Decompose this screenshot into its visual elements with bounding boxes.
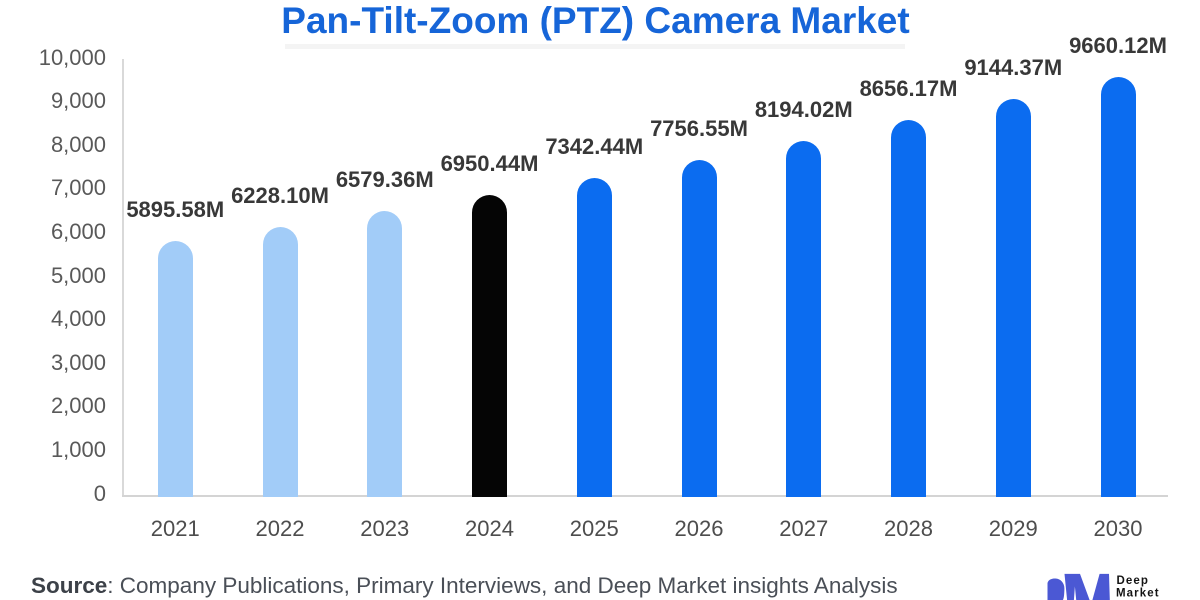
svg-text:Deep: Deep <box>1117 575 1150 587</box>
svg-text:Market: Market <box>1116 588 1160 600</box>
